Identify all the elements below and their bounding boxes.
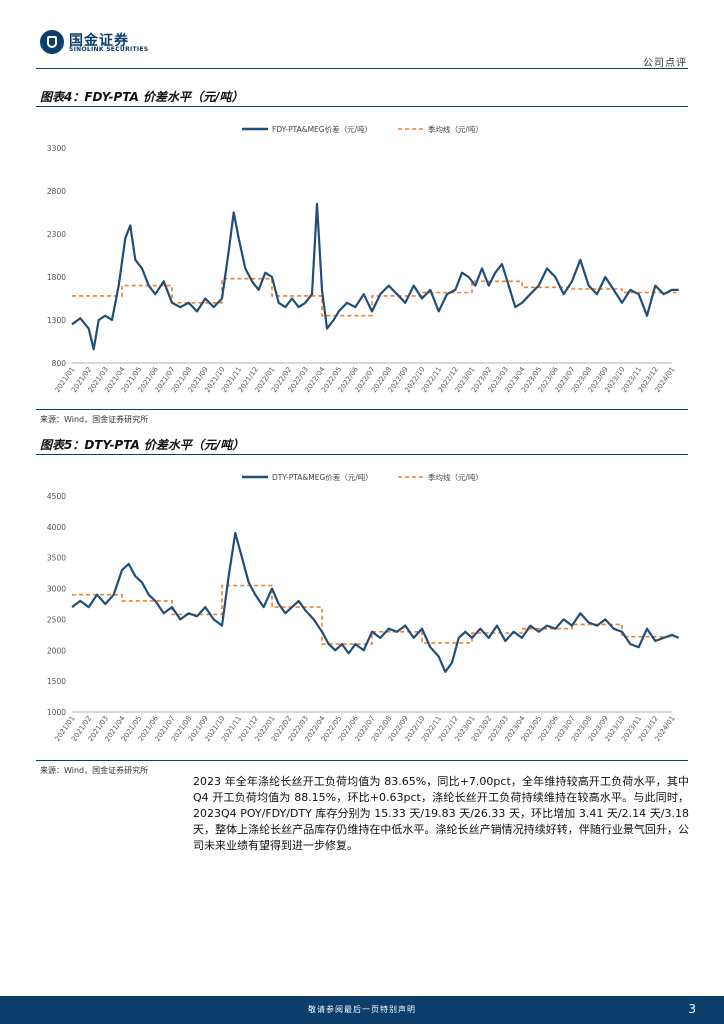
analysis-paragraph: 2023 年全年涤纶长丝开工负荷均值为 83.65%，同比+7.00pct，全年… [193, 775, 689, 852]
figure-4-bottom-rule [36, 409, 688, 410]
page-header: 国金证券 SINOLINK SECURITIES 公司点评 [0, 0, 724, 70]
figure-5-source: 来源：Wind，国金证券研究所 [40, 766, 149, 775]
dty-pta-spread-chart: DTY-PTA&MEG价差（元/吨） 季均线（元/吨） 1000 1500 2000 25… [47, 472, 680, 743]
header-divider [36, 68, 688, 69]
legend-label: DTY-PTA&MEG价差（元/吨） [272, 472, 373, 482]
spread-series-line [71, 531, 680, 673]
figure-5-chart: DTY-PTA&MEG价差（元/吨） 季均线（元/吨） 1000 1500 2000 25… [36, 460, 688, 750]
y-tick-label: 1500 [47, 677, 66, 686]
fdy-pta-spread-chart: FDY-PTA&MEG价差（元/吨） 季均线（元/吨） 800 1300 1800 230… [47, 124, 679, 394]
figure-4-source: 来源：Wind，国金证券研究所 [40, 415, 149, 424]
y-tick-label: 800 [52, 359, 67, 368]
y-tick-label: 2500 [47, 615, 66, 624]
legend-label: 季均线（元/吨） [428, 472, 483, 482]
figure-4-chart: FDY-PTA&MEG价差（元/吨） 季均线（元/吨） 800 1300 1800 230… [36, 112, 688, 398]
logo-icon [40, 30, 64, 54]
y-tick-label: 4000 [47, 523, 66, 532]
quarterly-average-line [72, 584, 679, 645]
logo-chinese-name: 国金证券 [69, 33, 129, 49]
figure-4-title: 图表4：FDY-PTA 价差水平（元/吨） [40, 90, 244, 104]
logo-english-name: SINOLINK SECURITIES [69, 46, 149, 53]
legend-label: 季均线（元/吨） [428, 124, 483, 134]
y-tick-label: 3500 [47, 554, 66, 563]
company-logo: 国金证券 SINOLINK SECURITIES [40, 30, 200, 54]
document-type: 公司点评 [643, 58, 687, 69]
figure-5-bottom-rule [36, 760, 688, 761]
spread-series-line [71, 202, 679, 351]
y-tick-label: 2300 [47, 230, 66, 239]
y-tick-label: 2800 [47, 187, 66, 196]
legend-label: FDY-PTA&MEG价差（元/吨） [272, 124, 372, 134]
page-footer: 敬请参阅最后一页特别声明 3 [0, 996, 724, 1024]
disclaimer-note: 敬请参阅最后一页特别声明 [308, 1005, 416, 1014]
y-tick-label: 1000 [47, 708, 66, 717]
figure-4-top-rule [36, 106, 688, 107]
figure-5-title: 图表5：DTY-PTA 价差水平（元/吨） [40, 438, 245, 452]
y-tick-label: 3000 [47, 585, 66, 594]
y-tick-label: 1300 [47, 316, 66, 325]
y-tick-label: 2000 [47, 646, 66, 655]
y-tick-label: 3300 [47, 144, 66, 153]
page-number: 3 [688, 1002, 696, 1016]
figure-5-top-rule [36, 454, 688, 455]
y-tick-label: 4500 [47, 492, 66, 501]
y-tick-label: 1800 [47, 273, 66, 282]
